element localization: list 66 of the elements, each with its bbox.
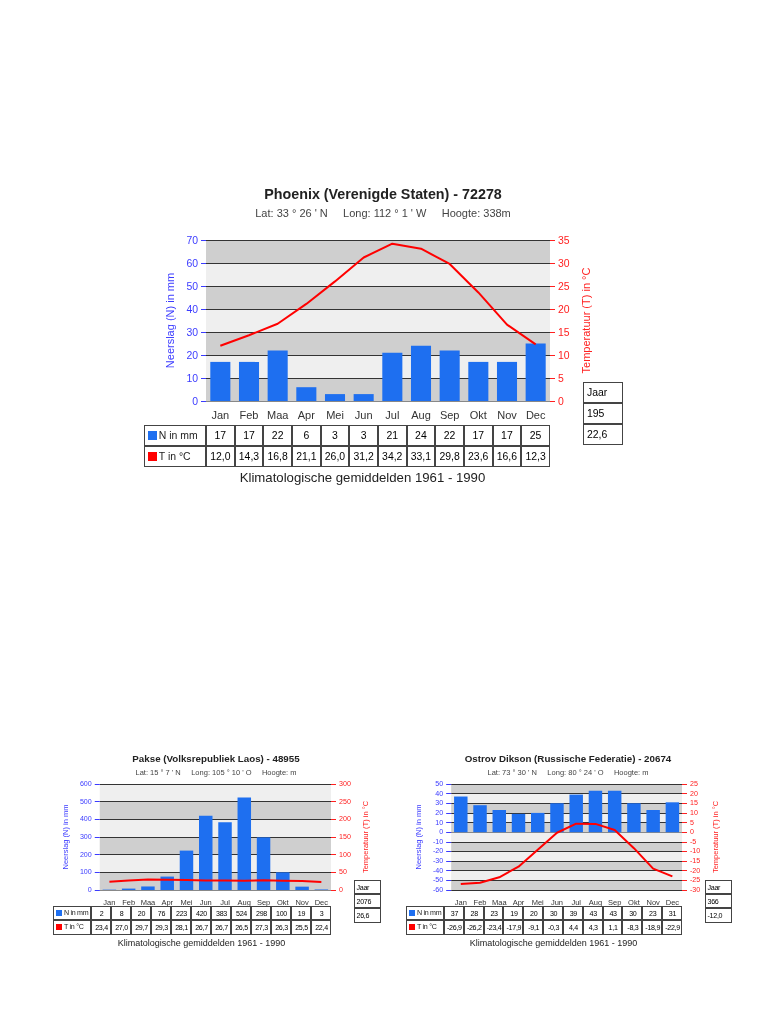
data-label: 14,3: [234, 445, 264, 467]
x-tick-label: Feb: [239, 408, 259, 421]
data-label: 34,2: [377, 445, 407, 467]
data-label: 12,3: [521, 445, 550, 467]
y-tick-label: 60: [186, 257, 199, 269]
chart-title: Ostrov Dikson (Russische Federatie) - 20674: [464, 752, 672, 764]
data-label: 17: [492, 425, 522, 446]
x-tick-label: Jun: [354, 408, 373, 421]
text: Jaar: [583, 382, 623, 403]
legend-label: T in °C: [158, 449, 191, 464]
y2-tick-label: 10: [558, 349, 570, 361]
legend-label: N in mm: [158, 428, 198, 443]
y-axis-title: Neerslag (N) in mm: [163, 272, 176, 369]
x-tick-label: Dec: [525, 408, 546, 421]
data-label: 23,6: [463, 445, 493, 467]
y-tick-label: 70: [186, 234, 199, 246]
chart-title: Phoenix (Verenigde Staten) - 72278: [264, 186, 502, 202]
data-label: 3: [320, 425, 350, 446]
text: Klimatologische gemiddelden 1961 - 1990: [468, 937, 639, 948]
y2-axis-title: Temperatuur (T) in °C: [580, 267, 593, 374]
text: 22,6: [583, 423, 623, 445]
text: 195: [583, 403, 623, 424]
y2-tick-label: 30: [558, 257, 570, 269]
x-tick-label: Mei: [326, 408, 344, 421]
data-label: 3: [349, 425, 378, 446]
data-label: 25: [521, 425, 550, 446]
data-label: 6: [291, 425, 321, 446]
y2-tick-label: 5: [558, 372, 564, 384]
data-label: 17: [234, 425, 264, 446]
data-label: 16,6: [492, 445, 522, 467]
data-label: 31,2: [349, 445, 378, 467]
y2-tick-label: 15: [558, 326, 570, 338]
y-tick-label: 40: [186, 303, 199, 315]
x-tick-label: Okt: [469, 408, 487, 421]
y-tick-label: 50: [186, 280, 199, 292]
x-tick-label: Jul: [385, 408, 400, 421]
y-tick-label: 20: [186, 349, 199, 361]
chart-subtitle: Lat: 33 ° 26 ' N Long: 112 ° 1 ' W Hoogte: 338m: [255, 206, 511, 219]
data-label: 21,1: [291, 445, 321, 467]
data-label: 22: [263, 425, 292, 446]
y-tick-label: 10: [186, 372, 199, 384]
y2-tick-label: 35: [558, 234, 570, 246]
data-label: 33,1: [406, 445, 436, 467]
y-tick-label: 0: [192, 395, 199, 407]
y2-tick-label: 25: [558, 280, 570, 292]
x-tick-label: Apr: [297, 408, 316, 421]
x-tick-label: Jan: [211, 408, 230, 421]
data-label: 29,8: [435, 445, 464, 467]
data-label: 16,8: [263, 445, 292, 467]
y2-tick-label: 20: [558, 303, 570, 315]
text: Klimatologische gemiddelden 1961 - 1990: [116, 937, 287, 948]
x-tick-label: Aug: [411, 408, 431, 421]
y-tick-label: 30: [186, 326, 199, 338]
y2-tick-label: 0: [558, 395, 564, 407]
data-label: 26,0: [320, 445, 350, 467]
data-label: 24: [406, 425, 436, 446]
x-tick-label: Nov: [497, 408, 518, 421]
data-label: 17: [463, 425, 493, 446]
x-tick-label: Sep: [439, 408, 460, 421]
data-label: 12,0: [206, 445, 235, 467]
data-label: 17: [206, 425, 235, 446]
text: Klimatologische gemiddelden 1961 - 1990: [238, 469, 487, 485]
x-tick-label: Maa: [266, 408, 290, 421]
data-label: 21: [377, 425, 407, 446]
data-label: 22: [435, 425, 464, 446]
chart-title: Pakse (Volksrepubliek Laos) - 48955: [132, 752, 301, 764]
